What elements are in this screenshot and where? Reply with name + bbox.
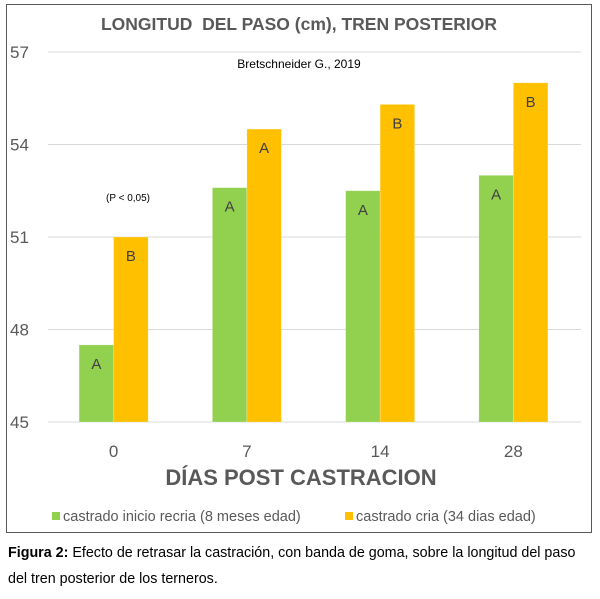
legend-swatch: [52, 512, 60, 520]
bar-recria: [212, 187, 248, 423]
x-tick-label: 0: [109, 442, 118, 461]
bar-significance-label: A: [491, 186, 501, 203]
bar-cria: [513, 82, 549, 423]
chart-title: LONGITUD DEL PASO (cm), TREN POSTERIOR: [101, 14, 497, 34]
legend: castrado inicio recria (8 meses edad) cas…: [52, 509, 536, 525]
figure-caption: Figura 2: Efecto de retrasar la castraci…: [8, 540, 598, 592]
bar-significance-label: B: [526, 94, 536, 111]
bar-significance-label: A: [358, 202, 368, 219]
y-tick-label: 45: [10, 413, 29, 432]
bar-significance-label: A: [91, 356, 101, 373]
chart-frame: [6, 4, 592, 533]
y-tick-label: 51: [10, 228, 29, 247]
x-tick-label: 7: [242, 442, 251, 461]
x-axis-label: DÍAS POST CASTRACION: [165, 465, 436, 490]
chart-subtitle: Bretschneider G., 2019: [237, 57, 361, 71]
bar-recria: [345, 190, 381, 423]
y-tick-label: 54: [10, 136, 29, 155]
x-tick-label: 14: [371, 442, 390, 461]
bar-significance-label: B: [126, 248, 136, 265]
bar-cria: [246, 128, 282, 423]
bar-cria: [379, 104, 415, 423]
significance-annotation: (P < 0,05): [106, 193, 150, 204]
x-tick-label: 28: [504, 442, 523, 461]
legend-label: castrado inicio recria (8 meses edad): [63, 509, 301, 525]
legend-label: castrado cria (34 dias edad): [356, 509, 536, 525]
bar-chart: LONGITUD DEL PASO (cm), TREN POSTERIOR B…: [10, 14, 581, 525]
bar-significance-label: B: [392, 115, 402, 132]
y-tick-label: 57: [10, 43, 29, 62]
caption-text: Efecto de retrasar la castración, con ba…: [8, 545, 576, 587]
bar-recria: [78, 344, 114, 423]
legend-swatch: [345, 512, 353, 520]
bar-cria: [113, 236, 149, 423]
y-tick-label: 48: [10, 321, 29, 340]
caption-label: Figura 2:: [8, 545, 69, 561]
bar-significance-label: A: [225, 199, 235, 216]
bar-significance-label: A: [259, 140, 269, 157]
bar-recria: [478, 175, 514, 423]
